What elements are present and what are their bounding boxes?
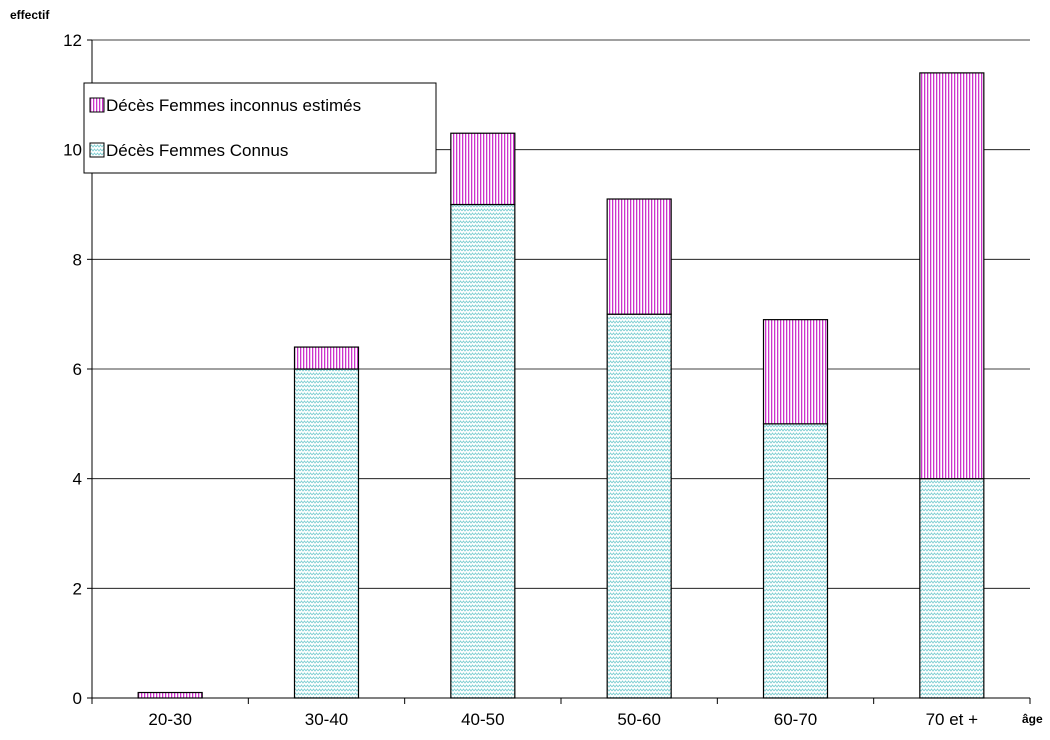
y-tick-label: 8 xyxy=(73,250,82,269)
bar-known xyxy=(919,478,985,699)
legend: Décès Femmes inconnus estimés Décès Femm… xyxy=(83,82,437,174)
y-tick-label: 4 xyxy=(73,470,82,489)
y-tick-label: 6 xyxy=(73,360,82,379)
y-axis-label: effectif xyxy=(10,8,50,22)
plot-area: 0 2 4 6 8 10 12 20-30 30-40 40-50 50-60 60-70 70 et … xyxy=(63,31,1031,729)
x-tick-label: 30-40 xyxy=(305,710,348,729)
x-tick-label: 20-30 xyxy=(148,710,191,729)
legend-swatch-unknown xyxy=(89,97,105,113)
x-tick-label: 70 et + xyxy=(926,710,979,729)
x-tick-label: 50-60 xyxy=(617,710,660,729)
y-tick-label: 10 xyxy=(63,141,82,160)
y-tick-label: 12 xyxy=(63,31,82,50)
x-tick-label: 60-70 xyxy=(774,710,817,729)
legend-label-unknown: Décès Femmes inconnus estimés xyxy=(106,96,361,115)
bar-unknown xyxy=(919,72,985,480)
bar-known xyxy=(606,313,672,699)
y-tick-label: 2 xyxy=(73,579,82,598)
legend-box xyxy=(83,82,437,174)
bar-unknown xyxy=(293,346,360,370)
x-axis-label: âge xyxy=(1022,712,1043,726)
legend-swatch-known xyxy=(89,142,105,158)
x-tick-label: 40-50 xyxy=(461,710,504,729)
legend-label-known: Décès Femmes Connus xyxy=(106,141,288,160)
bar-unknown xyxy=(137,691,203,699)
bar-unknown xyxy=(606,198,672,315)
y-tick-label: 0 xyxy=(73,689,82,708)
bar-known xyxy=(762,423,829,699)
bar-unknown xyxy=(450,132,516,206)
bar-unknown xyxy=(762,319,829,425)
bar-known xyxy=(450,203,516,699)
bar-known xyxy=(293,368,360,699)
